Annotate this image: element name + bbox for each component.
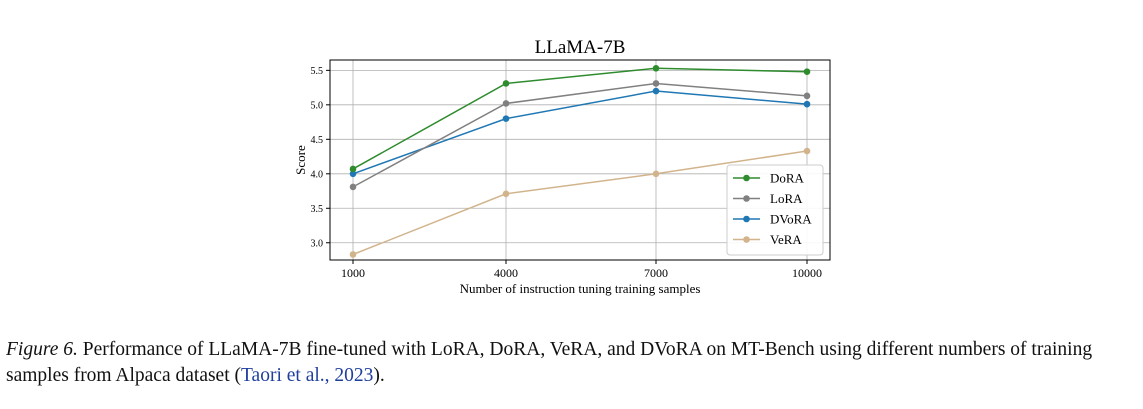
series-layer — [349, 64, 811, 258]
chart-title: LLaMA-7B — [535, 37, 626, 58]
y-tick-label: 5.5 — [311, 66, 324, 77]
data-point-lora — [349, 183, 357, 191]
data-point-dvora — [349, 170, 357, 178]
caption-end: ). — [373, 365, 385, 386]
x-tick-label: 7000 — [644, 266, 668, 280]
legend-label-dora: DoRA — [770, 171, 805, 186]
legend: DoRA LoRA DVoRA VeRA — [726, 164, 824, 256]
legend-label-dvora: DVoRA — [770, 212, 812, 227]
legend-box — [726, 164, 824, 256]
data-point-lora — [502, 100, 510, 107]
legend-label-vera: VeRA — [770, 232, 802, 247]
series-line-lora — [352, 82, 808, 188]
data-point-lora — [652, 80, 660, 87]
series-line-dora — [352, 67, 808, 170]
x-tick-label: 1000 — [341, 266, 365, 280]
data-point-dora — [803, 68, 811, 76]
y-tick-label: 3.0 — [311, 238, 324, 249]
y-tick-label: 5.0 — [311, 100, 324, 111]
legend-marker-vera — [743, 236, 750, 243]
data-point-vera — [652, 170, 660, 178]
data-point-lora — [803, 92, 811, 100]
data-point-dora — [349, 165, 357, 173]
data-point-vera — [502, 190, 510, 198]
x-tick-label: 4000 — [494, 266, 518, 280]
y-axis-label: Score — [293, 145, 308, 175]
data-point-dvora — [502, 115, 510, 122]
x-tick-label: 10000 — [792, 266, 822, 280]
data-point-dora — [502, 80, 510, 87]
y-tick-label: 4.0 — [311, 169, 324, 180]
chart: LLaMA-7B 1000 4000 7000 10000 3.0 3.5 4.0 4.5 5.… — [293, 37, 831, 296]
caption-text: Performance of LLaMA-7B fine-tuned with … — [6, 339, 1093, 386]
plot-area — [329, 59, 831, 261]
data-point-vera — [349, 251, 357, 258]
data-point-dora — [652, 64, 660, 72]
figure-caption: Figure 6. Performance of LLaMA-7B fine-t… — [6, 337, 1136, 389]
x-axis-label: Number of instruction tuning training sa… — [460, 281, 701, 296]
legend-marker-dvora — [743, 215, 750, 223]
legend-marker-dora — [743, 174, 750, 182]
data-point-dvora — [803, 100, 811, 108]
data-point-dvora — [652, 87, 660, 95]
series-line-vera — [352, 150, 808, 256]
legend-label-lora: LoRA — [770, 191, 803, 206]
y-tick-label: 3.5 — [311, 204, 324, 215]
axis-ticks: 1000 4000 7000 10000 3.0 3.5 4.0 4.5 5.0 5.5 — [311, 66, 823, 280]
y-tick-label: 4.5 — [311, 135, 324, 146]
series-line-dvora — [352, 90, 808, 175]
data-point-vera — [803, 147, 811, 155]
legend-marker-lora — [743, 195, 750, 202]
citation-link[interactable]: Taori et al., 2023 — [241, 365, 374, 386]
caption-label: Figure 6. — [6, 339, 78, 360]
